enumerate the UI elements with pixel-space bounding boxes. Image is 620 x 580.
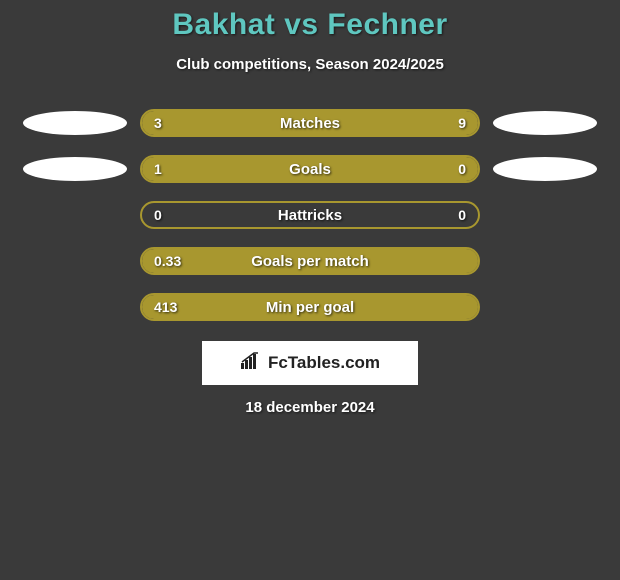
bar-value-left: 3	[154, 111, 162, 135]
comparison-infographic: Bakhat vs Fechner Club competitions, Sea…	[0, 0, 620, 416]
brand-label: FcTables.com	[240, 352, 380, 375]
bar-label: Min per goal	[142, 295, 478, 319]
subtitle: Club competitions, Season 2024/2025	[0, 56, 620, 73]
team-right-logo	[493, 111, 597, 135]
stat-rows: Matches39Goals10Hattricks00Goals per mat…	[0, 109, 620, 321]
right-logo-slot	[480, 157, 610, 181]
team-right-logo	[493, 157, 597, 181]
bar-value-left: 0.33	[154, 249, 181, 273]
date-text: 18 december 2024	[0, 399, 620, 416]
bar-label: Goals	[142, 157, 478, 181]
stat-row: Matches3 9	[0, 109, 620, 137]
page-title: Bakhat vs Fechner	[0, 8, 620, 42]
stat-bar: Hattricks0 0	[140, 201, 480, 229]
stat-row: Hattricks0 0	[0, 201, 620, 229]
bar-value-left: 0	[154, 203, 162, 227]
bar-value-right: 0	[458, 157, 466, 181]
bar-label: Matches	[142, 111, 478, 135]
left-logo-slot	[10, 111, 140, 135]
bar-label: Goals per match	[142, 249, 478, 273]
left-logo-slot	[10, 157, 140, 181]
brand-box: FcTables.com	[202, 341, 418, 385]
stat-row: Goals1 0	[0, 155, 620, 183]
stat-row: Min per goal413	[0, 293, 620, 321]
team-left-logo	[23, 111, 127, 135]
right-logo-slot	[480, 111, 610, 135]
bar-label: Hattricks	[142, 203, 478, 227]
bar-value-right: 0	[458, 203, 466, 227]
stat-bar: Goals1 0	[140, 155, 480, 183]
stat-row: Goals per match0.33	[0, 247, 620, 275]
bar-value-left: 1	[154, 157, 162, 181]
bar-value-right: 9	[458, 111, 466, 135]
brand-text: FcTables.com	[268, 353, 380, 373]
team-left-logo	[23, 157, 127, 181]
stat-bar: Matches3 9	[140, 109, 480, 137]
bar-chart-icon	[240, 352, 262, 375]
bar-value-left: 413	[154, 295, 177, 319]
stat-bar: Min per goal413	[140, 293, 480, 321]
stat-bar: Goals per match0.33	[140, 247, 480, 275]
